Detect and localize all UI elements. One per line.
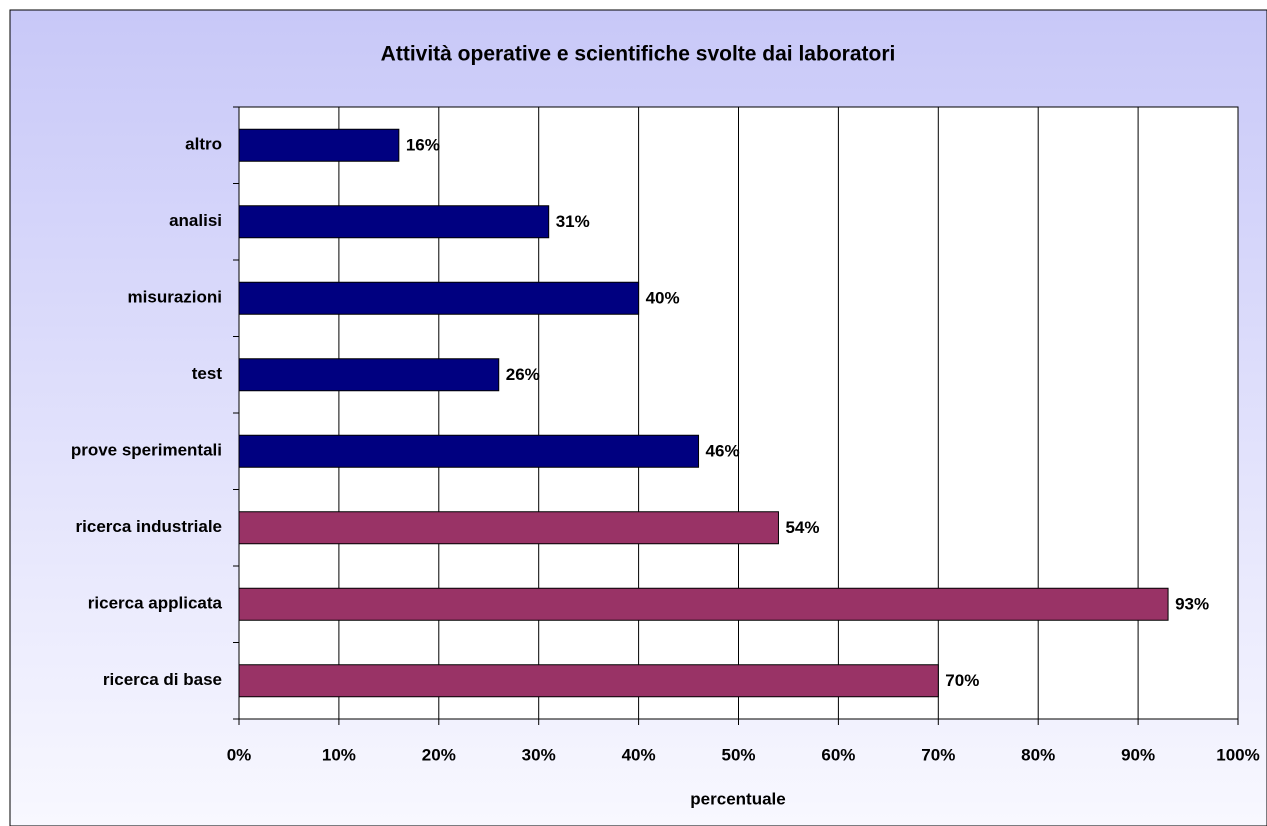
y-tick-label: ricerca di base <box>103 670 222 689</box>
x-tick-label: 90% <box>1121 745 1155 764</box>
y-tick-label: altro <box>185 135 222 154</box>
x-tick-label: 10% <box>322 745 356 764</box>
y-tick-label: ricerca applicata <box>88 594 223 613</box>
x-tick-label: 70% <box>921 745 955 764</box>
chart-title: Attività operative e scientifiche svolte… <box>381 43 896 66</box>
bar <box>238 511 779 545</box>
bar <box>238 358 500 392</box>
bar <box>238 434 700 468</box>
bar <box>238 664 939 698</box>
y-tick-label: misurazioni <box>128 288 222 307</box>
x-tick-label: 50% <box>721 745 755 764</box>
y-tick-label: analisi <box>169 211 222 230</box>
x-tick-label: 80% <box>1021 745 1055 764</box>
y-tick-label: test <box>192 364 223 383</box>
value-label: 31% <box>556 212 590 231</box>
value-label: 40% <box>646 289 680 308</box>
x-tick-label: 40% <box>622 745 656 764</box>
value-label: 26% <box>506 365 540 384</box>
y-tick-label: ricerca industriale <box>76 517 222 536</box>
x-tick-label: 100% <box>1216 745 1259 764</box>
value-label: 54% <box>785 518 819 537</box>
y-tick-label: prove sperimentali <box>71 441 222 460</box>
bar <box>238 281 640 315</box>
value-label: 93% <box>1175 595 1209 614</box>
bar <box>238 128 400 162</box>
x-tick-label: 20% <box>422 745 456 764</box>
value-label: 16% <box>406 136 440 155</box>
value-label: 70% <box>945 671 979 690</box>
x-tick-label: 0% <box>227 745 252 764</box>
bar <box>238 587 1169 621</box>
x-tick-label: 60% <box>821 745 855 764</box>
x-tick-label: 30% <box>522 745 556 764</box>
bar <box>238 205 550 239</box>
value-label: 46% <box>706 442 740 461</box>
x-axis-label: percentuale <box>690 789 785 808</box>
